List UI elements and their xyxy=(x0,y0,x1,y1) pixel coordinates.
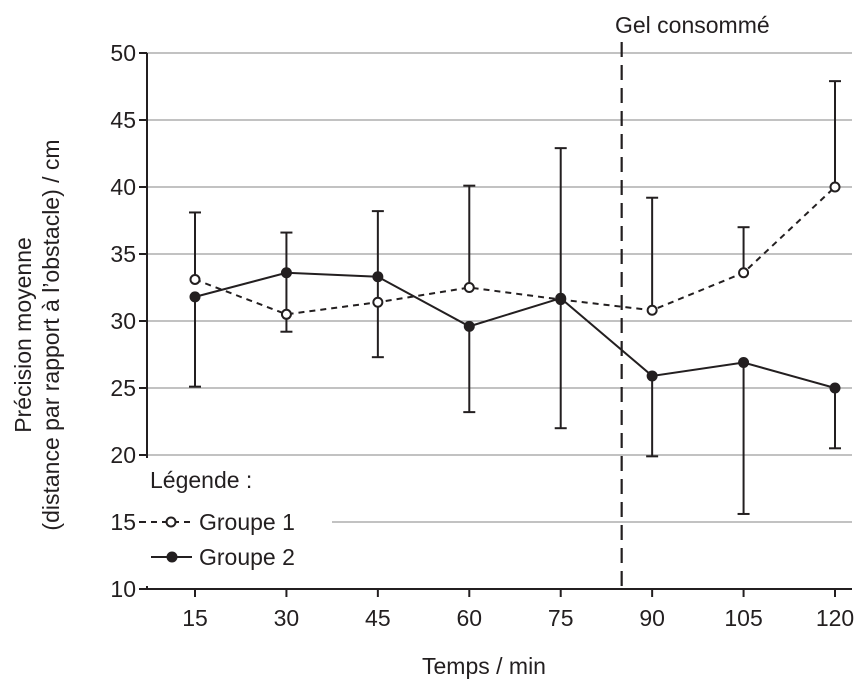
series-1-point-60 xyxy=(463,282,475,293)
series-1-point-105 xyxy=(738,267,750,279)
legend: Légende : Groupe 1 Groupe 2 xyxy=(146,458,332,586)
series-2-point-90 xyxy=(646,370,658,382)
legend-entry-groupe-2: Groupe 2 xyxy=(151,544,295,570)
series-2-point-15 xyxy=(189,291,201,303)
series-1-line xyxy=(194,186,836,316)
x-tick-label-60: 60 xyxy=(456,605,482,631)
legend-entry-groupe-1: Groupe 1 xyxy=(151,509,295,535)
y-tick-label-45: 45 xyxy=(110,107,136,133)
series-2-point-120 xyxy=(829,382,841,394)
series-2-line xyxy=(194,271,836,389)
x-tick-label-45: 45 xyxy=(365,605,391,631)
marker-line-label: Gel consommé xyxy=(615,12,770,38)
legend-marker-groupe-1 xyxy=(165,516,177,528)
x-tick-label-75: 75 xyxy=(548,605,574,631)
series-2-point-75 xyxy=(555,292,567,304)
y-tick-label-10: 10 xyxy=(110,576,136,602)
x-tick-label-120: 120 xyxy=(816,605,854,631)
legend-title: Légende : xyxy=(150,467,252,493)
legend-marker-groupe-2 xyxy=(166,551,178,563)
y-tick-label-20: 20 xyxy=(110,442,136,468)
x-axis-title: Temps / min xyxy=(422,653,546,679)
y-tick-label-30: 30 xyxy=(110,308,136,334)
y-axis-title-line1: Précision moyenne xyxy=(10,237,36,433)
y-axis-title: Précision moyenne (distance par rapport … xyxy=(10,139,64,530)
series-1-point-30 xyxy=(280,308,292,320)
x-tick-label-30: 30 xyxy=(274,605,300,631)
x-tick-label-90: 90 xyxy=(639,605,665,631)
x-tick-label-105: 105 xyxy=(724,605,762,631)
tick-labels: 10 15 20 25 30 35 40 45 50 15 30 45 60 75 90 105 120 xyxy=(110,40,854,631)
y-tick-label-25: 25 xyxy=(110,375,136,401)
x-tick-label-15: 15 xyxy=(182,605,208,631)
y-tick-label-50: 50 xyxy=(110,40,136,66)
series-1-point-90 xyxy=(646,304,658,316)
gridlines xyxy=(147,52,852,523)
series-2-point-60 xyxy=(463,320,475,332)
y-tick-label-35: 35 xyxy=(110,241,136,267)
y-axis-title-line2: (distance par rapport à l’obstacle) / cm xyxy=(38,139,64,530)
series-1-point-45 xyxy=(372,296,384,308)
series-1-point-120 xyxy=(829,181,841,193)
error-bars xyxy=(189,80,841,515)
legend-label-groupe-1: Groupe 1 xyxy=(199,509,295,535)
series-lines xyxy=(189,181,841,394)
series-1-point-15 xyxy=(189,273,201,285)
series-2-point-105 xyxy=(738,357,750,369)
y-tick-label-40: 40 xyxy=(110,174,136,200)
legend-label-groupe-2: Groupe 2 xyxy=(199,544,295,570)
series-2-point-30 xyxy=(280,267,292,279)
y-tick-label-15: 15 xyxy=(110,509,136,535)
series-2-point-45 xyxy=(372,271,384,283)
